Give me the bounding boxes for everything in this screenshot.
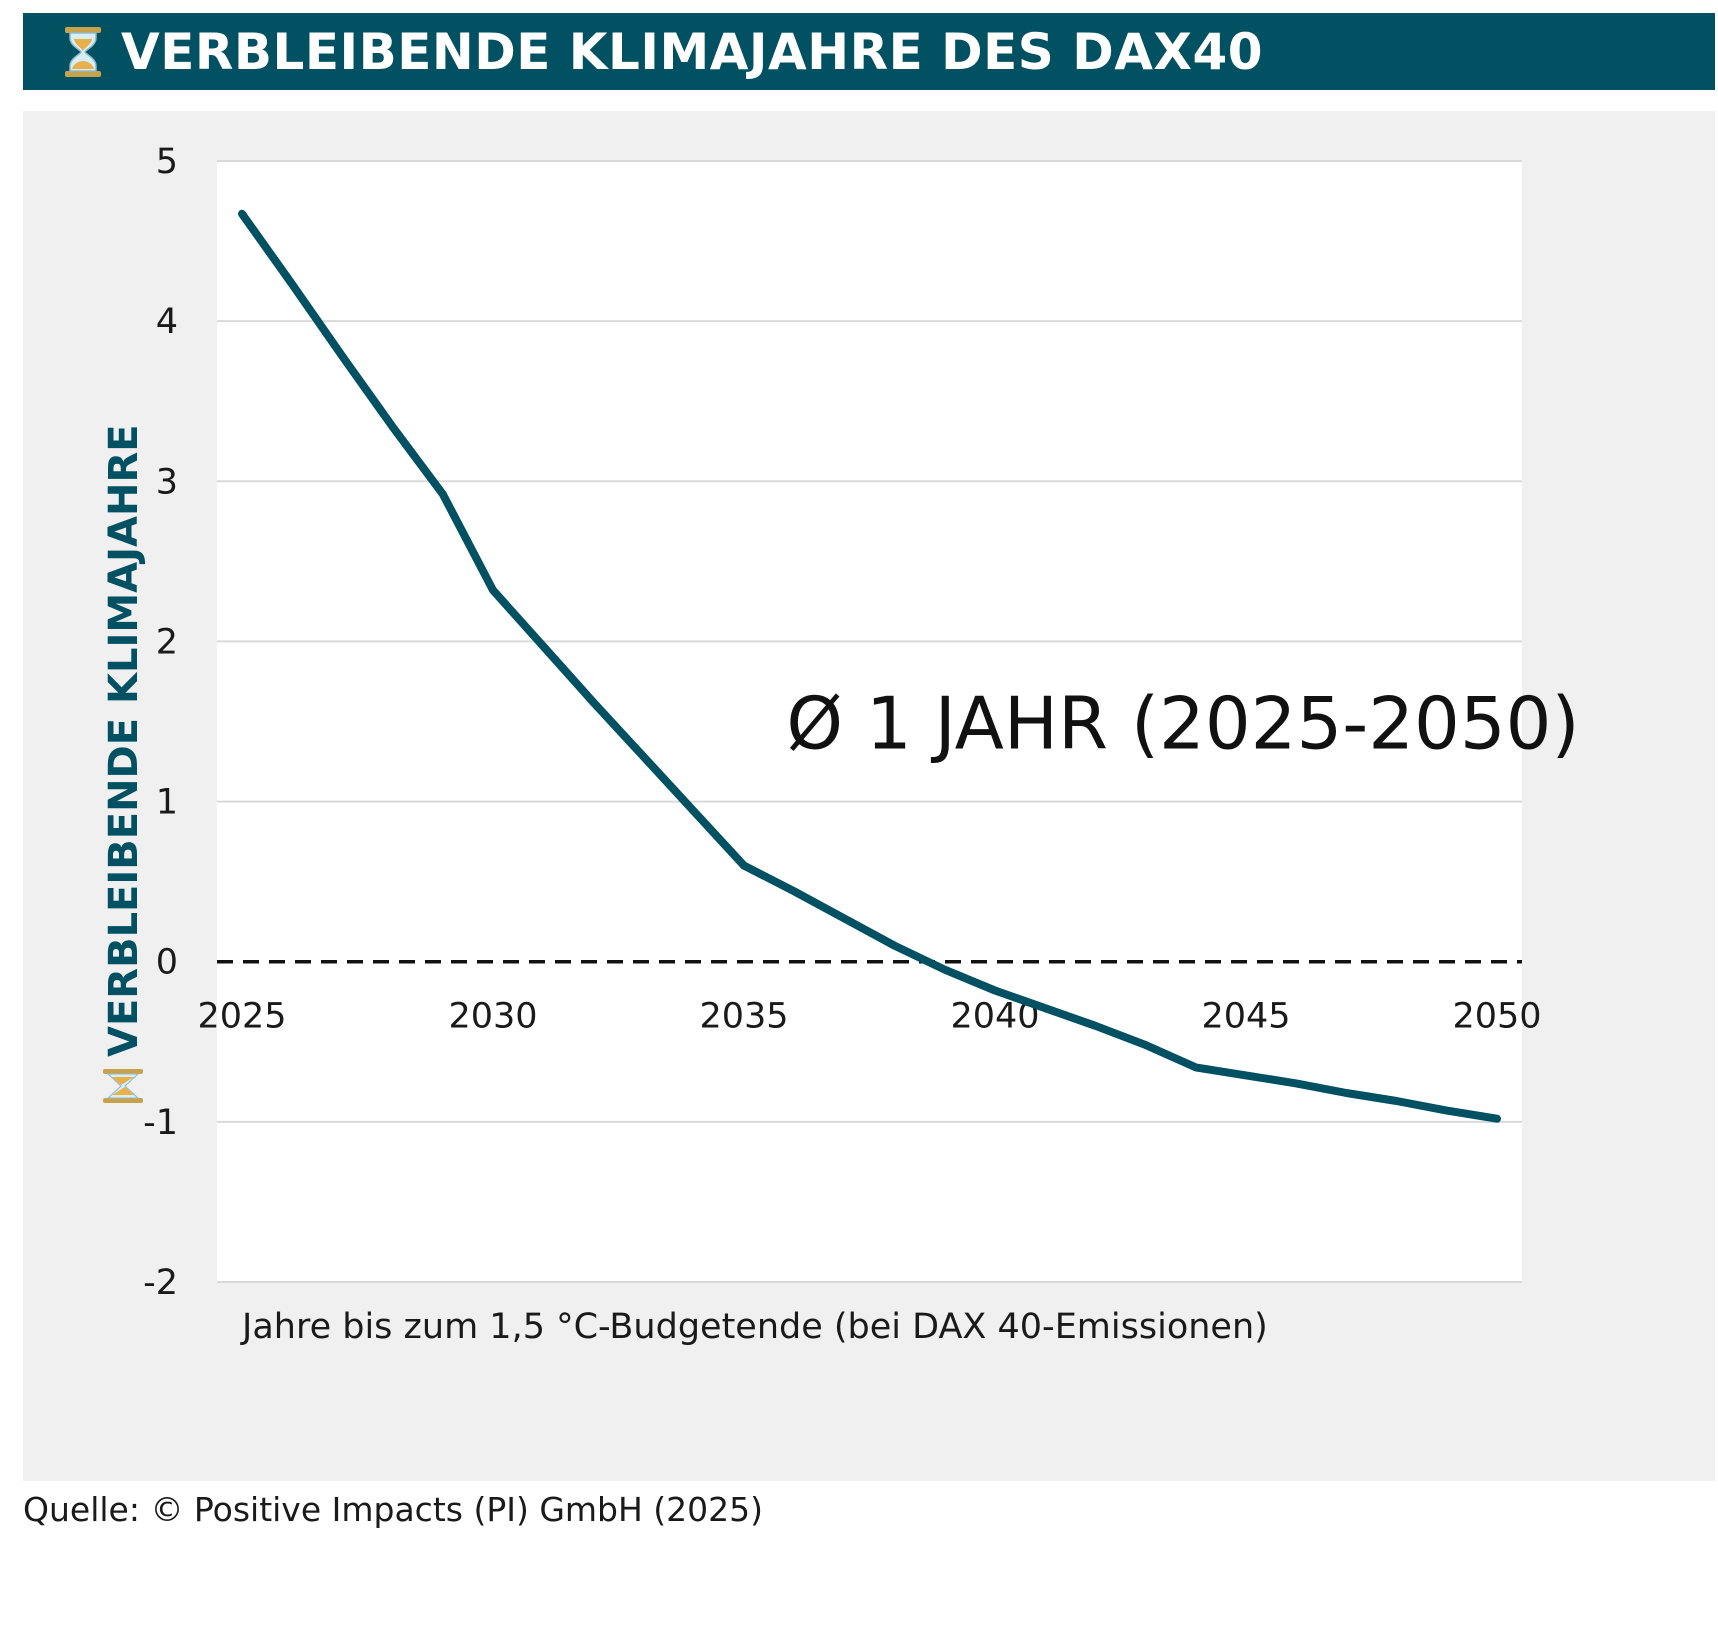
x-tick-label: 2045 xyxy=(1201,997,1290,1037)
chart-title: VERBLEIBENDE KLIMAJAHRE DES DAX40 xyxy=(121,22,1264,81)
y-tick-label: 0 xyxy=(156,943,178,983)
y-tick-label: -2 xyxy=(143,1263,178,1303)
x-axis-title: Jahre bis zum 1,5 °C-Budgetende (bei DAX… xyxy=(240,1307,1268,1347)
x-tick-label: 2050 xyxy=(1452,997,1541,1037)
y-tick-label: 1 xyxy=(156,783,178,823)
x-tick-label: 2035 xyxy=(699,997,788,1037)
y-axis-title: VERBLEIBENDE KLIMAJAHRE xyxy=(101,424,147,1057)
y-tick-label: 4 xyxy=(156,302,178,342)
plot-area xyxy=(217,161,1522,1282)
y-tick-label: 3 xyxy=(156,462,178,502)
x-tick-label: 2030 xyxy=(448,997,537,1037)
hourglass-icon xyxy=(65,26,101,77)
y-tick-label: -1 xyxy=(143,1103,178,1143)
hourglass-icon xyxy=(103,1069,143,1103)
series-line xyxy=(238,209,1501,1123)
average-annotation: Ø 1 JAHR (2025-2050) xyxy=(786,682,1579,766)
y-tick-label: 5 xyxy=(156,142,178,182)
source-note: Quelle: © Positive Impacts (PI) GmbH (20… xyxy=(23,1490,764,1529)
y-axis-title-group: VERBLEIBENDE KLIMAJAHRE xyxy=(101,424,147,1103)
x-tick-label: 2025 xyxy=(197,997,286,1037)
y-tick-label: 2 xyxy=(156,622,178,662)
header-bar: VERBLEIBENDE KLIMAJAHRE DES DAX40 xyxy=(23,13,1715,90)
chart-panel: -2 -1 0 1 2 3 4 5 2025 2030 2035 2040 2045 2050 Ø 1 JA… xyxy=(23,111,1715,1481)
